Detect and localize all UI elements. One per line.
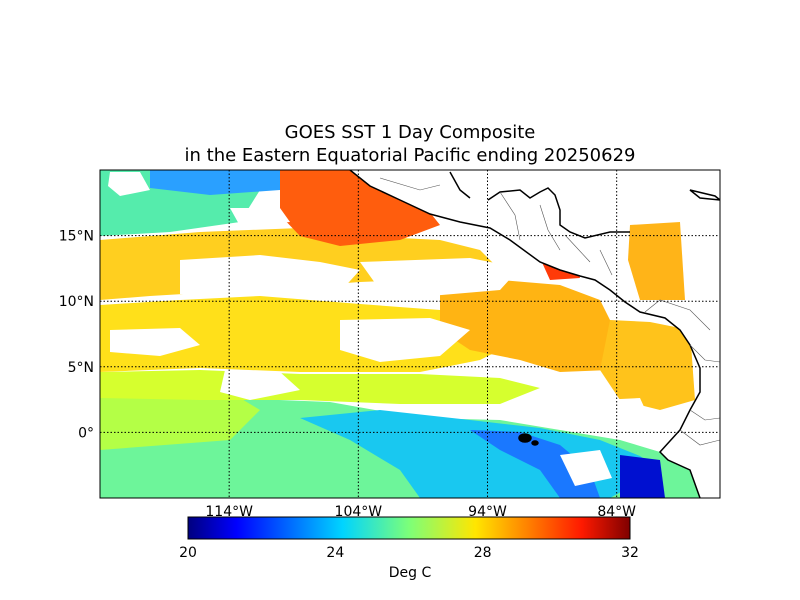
border (599, 249, 613, 276)
border (379, 177, 441, 191)
lon-label: 104°W (335, 504, 383, 520)
sst-region-band-5n (100, 370, 540, 404)
latitude-labels: 15°N 10°N 5°N 0° (59, 229, 94, 442)
island-galapagos (531, 440, 539, 446)
cloud-gap (340, 318, 470, 362)
colorbar-label: Deg C (389, 565, 432, 581)
colorbar-tick-label: 24 (326, 545, 344, 561)
cloud-gap (230, 208, 290, 226)
lon-label: 84°W (597, 504, 636, 520)
border (539, 204, 561, 251)
border (499, 191, 521, 241)
border (679, 429, 720, 446)
lon-label: 94°W (468, 504, 507, 520)
sst-region-colombia-coast (600, 320, 695, 410)
lat-label: 10°N (59, 294, 94, 310)
cloud-gap (360, 258, 520, 296)
island-galapagos (518, 433, 532, 443)
sst-field (100, 170, 720, 498)
colorbar-tick-label: 28 (474, 545, 492, 561)
border (564, 234, 591, 263)
sst-region-gulf-tehuantepec (280, 170, 440, 246)
colorbar (187, 516, 631, 540)
lon-label: 114°W (205, 504, 253, 520)
land-central-america (510, 240, 720, 498)
lat-label: 15°N (59, 229, 94, 245)
cloud-gap (220, 370, 300, 400)
coastline-caribbean (487, 187, 630, 239)
cloud-gap (560, 450, 612, 486)
cloud-gap (110, 328, 200, 356)
island-cuba (689, 189, 720, 201)
sst-region-west-equatorial (100, 392, 260, 450)
country-borders (379, 177, 720, 446)
colorbar-ticks: 20 24 28 32 (179, 545, 639, 561)
sst-region-peru-cold (620, 455, 665, 498)
cloud-gap (108, 172, 150, 196)
border (689, 344, 720, 363)
sst-region-northwest-cold (150, 170, 280, 195)
map-frame (99, 169, 721, 499)
map-title-line-1: GOES SST 1 Day Composite (284, 122, 536, 143)
sst-region-coldest-south (470, 430, 600, 498)
cloud-gap (180, 255, 360, 296)
map-title-line-2: in the Eastern Equatorial Pacific ending… (184, 145, 636, 166)
land-mexico (350, 170, 720, 255)
sst-region-caribbean (628, 222, 685, 300)
cloud-gap (600, 398, 650, 426)
colorbar-tick-label: 20 (179, 545, 197, 561)
map-gridlines (100, 170, 720, 498)
border (689, 409, 720, 421)
sst-region-panama-bight (440, 280, 620, 372)
border (644, 299, 711, 331)
longitude-labels: 114°W 104°W 94°W 84°W (205, 504, 636, 520)
coastline-yucatan (449, 171, 471, 199)
lat-label: 0° (78, 425, 94, 441)
colorbar-tick-label: 32 (621, 545, 639, 561)
lat-label: 5°N (68, 360, 94, 376)
